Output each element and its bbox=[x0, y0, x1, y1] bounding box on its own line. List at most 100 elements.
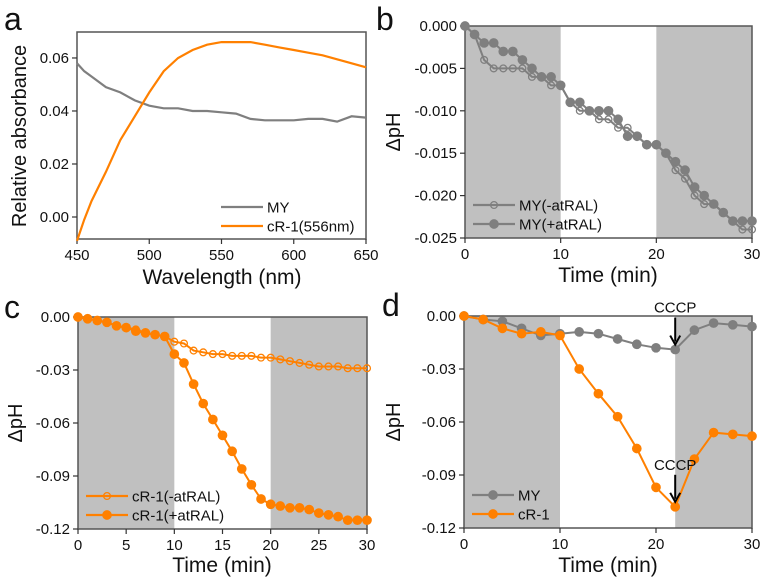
legend-label: MY bbox=[518, 488, 541, 505]
y-tick-label: 0.06 bbox=[40, 50, 69, 67]
legend: MY cR-1(556nm) bbox=[221, 200, 355, 236]
y-tick-label: -0.03 bbox=[422, 361, 456, 378]
y-axis-label: ΔpH bbox=[5, 404, 27, 443]
data-point bbox=[140, 328, 151, 338]
data-point bbox=[227, 446, 237, 457]
data-point bbox=[265, 499, 276, 510]
x-tick-label: 600 bbox=[281, 247, 306, 264]
legend: cR-1(-atRAL) cR-1(+atRAL) bbox=[86, 489, 224, 525]
data-point bbox=[276, 355, 285, 364]
data-point bbox=[275, 501, 286, 511]
data-point bbox=[460, 21, 470, 31]
data-point bbox=[507, 46, 518, 57]
y-tick-label: -0.06 bbox=[422, 414, 456, 431]
data-point bbox=[623, 123, 632, 132]
data-point bbox=[603, 105, 614, 116]
legend-label: MY(-atRAL) bbox=[519, 198, 598, 215]
y-tick-label: -0.010 bbox=[414, 103, 457, 120]
data-point bbox=[362, 515, 372, 526]
data-point bbox=[92, 315, 103, 326]
data-point bbox=[593, 388, 604, 399]
plot-frame bbox=[464, 25, 753, 239]
panel-c: c 0 5 10 15 20 25 30 0.00 -0.03 -0.06 -0.09 -0.12 Tim… bbox=[4, 289, 375, 577]
data-point bbox=[708, 199, 719, 209]
data-point bbox=[651, 482, 661, 493]
data-point bbox=[718, 207, 729, 218]
data-point bbox=[189, 346, 198, 355]
series-line bbox=[75, 40, 367, 242]
data-point bbox=[362, 364, 372, 373]
data-point bbox=[574, 97, 585, 108]
series-line bbox=[76, 62, 367, 123]
data-point bbox=[555, 80, 566, 91]
annotation-label: CCCP bbox=[654, 300, 697, 317]
legend-label: cR-1 bbox=[518, 507, 550, 524]
data-point bbox=[670, 344, 681, 355]
y-tick-label: -0.09 bbox=[422, 467, 456, 484]
data-point bbox=[708, 318, 719, 328]
data-point bbox=[700, 200, 709, 209]
panel-d: d 0 10 20 30 0.00 -0.03 -0.06 -0.09 -0.12 Time (mi… bbox=[382, 287, 760, 577]
data-point bbox=[247, 351, 256, 360]
data-point bbox=[305, 360, 314, 369]
legend: MY cR-1 bbox=[472, 488, 550, 524]
arrow-head-icon bbox=[669, 335, 682, 347]
data-point bbox=[738, 225, 747, 234]
data-point bbox=[218, 350, 227, 359]
data-point bbox=[82, 313, 93, 324]
data-point bbox=[727, 429, 738, 440]
data-point bbox=[111, 320, 122, 331]
data-point bbox=[323, 510, 334, 520]
x-tick-label: 450 bbox=[64, 247, 89, 264]
data-point bbox=[469, 29, 480, 40]
y-axis-label: Relative absorbance bbox=[9, 45, 31, 227]
data-point bbox=[208, 350, 217, 359]
series-my-atral- bbox=[460, 21, 757, 226]
legend-item: MY(+atRAL) bbox=[473, 217, 602, 234]
data-point bbox=[641, 139, 652, 150]
legend-label: MY bbox=[267, 200, 290, 217]
x-tick-label: 500 bbox=[137, 247, 162, 264]
y-tick-label: -0.09 bbox=[36, 468, 70, 485]
data-point bbox=[527, 63, 537, 74]
x-tick-label: 0 bbox=[74, 537, 82, 554]
data-point bbox=[651, 139, 662, 150]
data-point bbox=[266, 353, 275, 362]
data-point bbox=[333, 511, 343, 522]
legend-label: cR-1(-atRAL) bbox=[132, 489, 220, 506]
legend-item: cR-1 bbox=[472, 507, 550, 524]
legend-label: cR-1(556nm) bbox=[267, 219, 355, 236]
y-tick-label: -0.015 bbox=[414, 145, 457, 162]
data-point bbox=[727, 319, 738, 330]
panel-letter: d bbox=[382, 287, 400, 323]
data-point bbox=[614, 123, 623, 132]
data-point bbox=[497, 323, 508, 334]
data-point bbox=[631, 339, 642, 350]
x-tick-label: 30 bbox=[359, 537, 376, 554]
data-point bbox=[499, 64, 508, 73]
data-point bbox=[324, 362, 333, 371]
y-tick-label: -0.005 bbox=[414, 60, 457, 77]
x-axis-label: Time (min) bbox=[558, 554, 658, 577]
data-point bbox=[689, 325, 700, 335]
x-tick-label: 10 bbox=[166, 537, 183, 554]
data-point bbox=[170, 337, 179, 346]
data-point bbox=[604, 115, 613, 124]
data-point bbox=[208, 414, 218, 425]
y-tick-label: 0.02 bbox=[40, 156, 69, 173]
data-point bbox=[527, 72, 537, 81]
data-point bbox=[480, 55, 489, 64]
data-point bbox=[256, 494, 266, 504]
data-point bbox=[159, 331, 170, 342]
legend-item: MY bbox=[472, 488, 541, 505]
data-point bbox=[459, 311, 469, 321]
y-tick-label: -0.12 bbox=[36, 521, 70, 538]
shaded-region bbox=[675, 316, 752, 528]
legend: MY(-atRAL) MY(+atRAL) bbox=[473, 198, 602, 234]
data-point bbox=[584, 105, 595, 116]
data-point bbox=[285, 357, 294, 366]
data-point bbox=[217, 430, 228, 441]
data-point bbox=[612, 334, 623, 344]
data-point bbox=[747, 225, 757, 234]
y-tick-label: -0.025 bbox=[414, 230, 457, 247]
